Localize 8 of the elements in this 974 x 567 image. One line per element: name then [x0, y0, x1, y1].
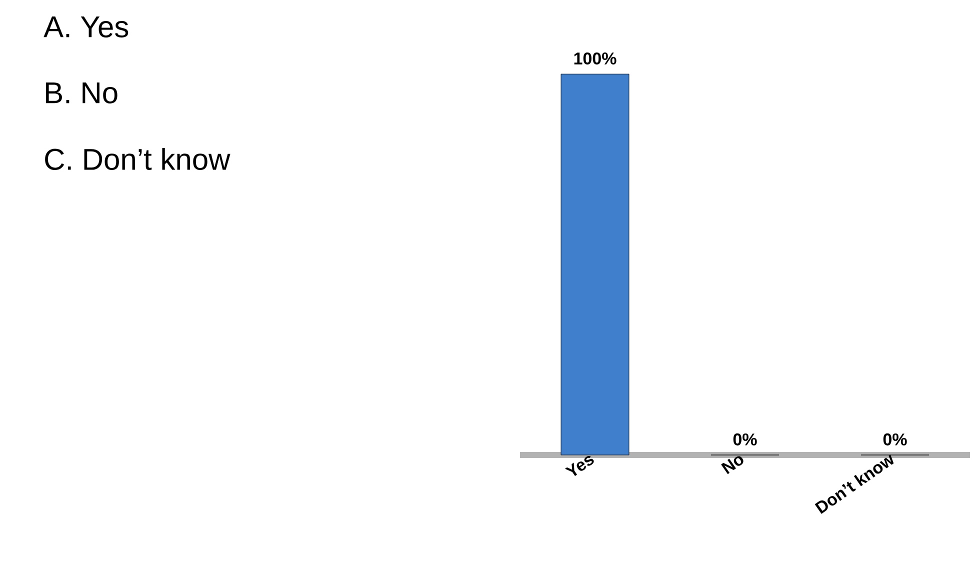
- x-tick-label: No: [721, 456, 744, 474]
- data-label: 0%: [883, 433, 907, 446]
- data-label: 100%: [574, 52, 616, 65]
- text: A. Yes: [44, 16, 128, 38]
- data-label: 0%: [733, 433, 757, 446]
- text: C. Don’t know: [45, 148, 230, 170]
- x-tick-label: Yes: [564, 456, 594, 476]
- text: B. No: [46, 82, 118, 104]
